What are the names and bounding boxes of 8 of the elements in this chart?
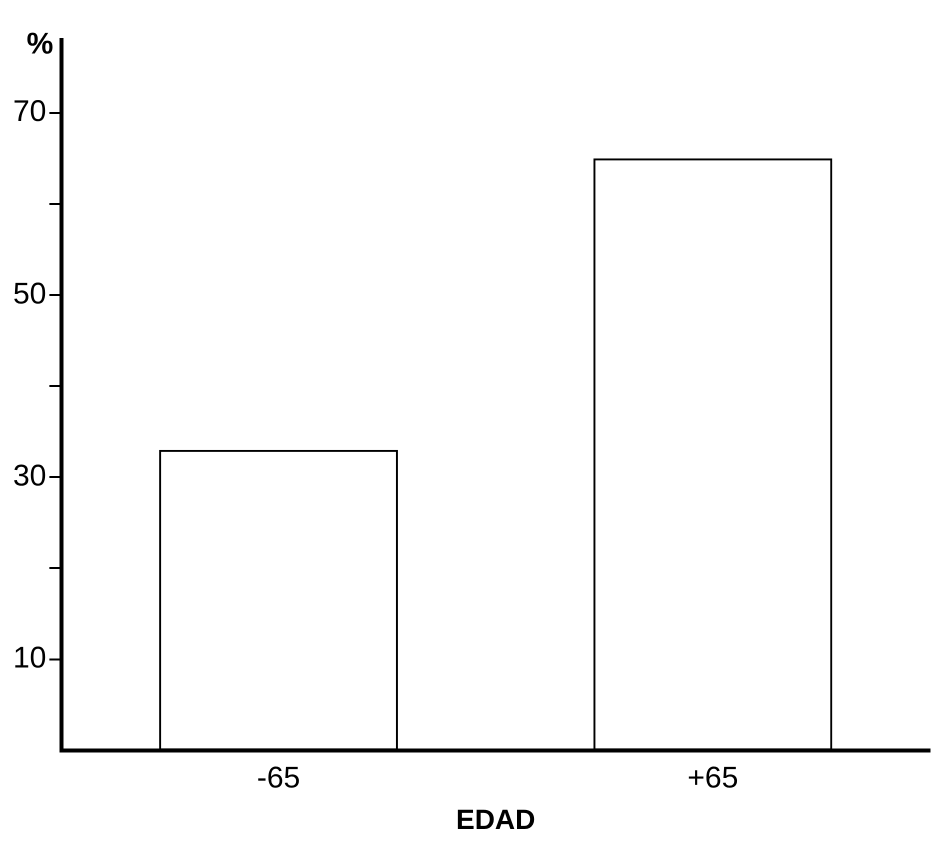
y-tick-label: 70: [12, 95, 46, 128]
x-axis-title: EDAD: [456, 804, 536, 835]
x-tick-label: +65: [687, 762, 738, 795]
y-axis-title: %: [26, 27, 54, 60]
x-tick-label: -65: [256, 762, 300, 795]
y-tick-label: 50: [12, 277, 46, 310]
y-tick-label: 10: [12, 642, 46, 675]
y-tick-label: 30: [12, 459, 46, 492]
